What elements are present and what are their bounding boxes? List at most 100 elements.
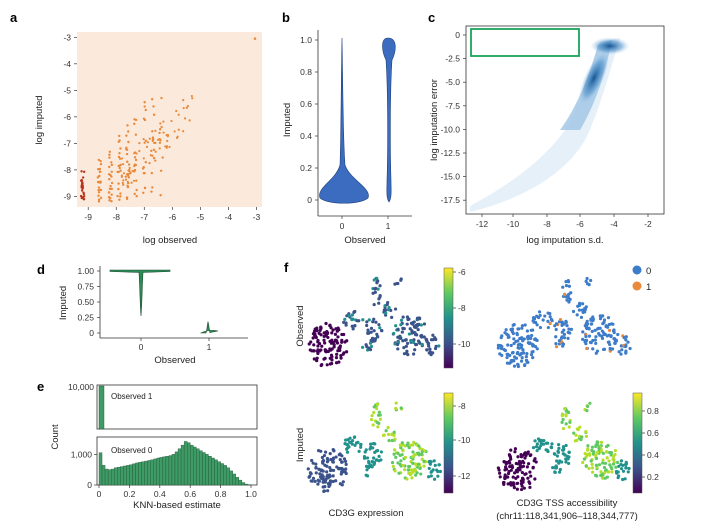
cell-point xyxy=(566,293,570,298)
cell-point xyxy=(437,344,441,348)
cell-point xyxy=(393,282,397,286)
panel-d-ytick: 0 xyxy=(89,328,94,338)
cell-point xyxy=(554,322,559,326)
cell-point xyxy=(413,453,417,457)
cell-point xyxy=(571,309,576,314)
cell-point xyxy=(526,462,531,466)
panel-b-ytick: 0.4 xyxy=(300,131,312,141)
cell-point xyxy=(508,461,512,465)
cell-point xyxy=(416,462,421,466)
cell-point xyxy=(516,364,520,369)
cell-point xyxy=(566,279,570,283)
cell-point xyxy=(425,348,429,352)
legend-dot-0 xyxy=(632,265,642,275)
cell-point xyxy=(554,327,558,332)
panel-b-ytick: 1.0 xyxy=(300,35,312,45)
cell-point xyxy=(340,483,344,487)
cell-point xyxy=(353,323,357,328)
cell-point xyxy=(413,467,417,471)
cell-point xyxy=(372,278,376,282)
scatter-point xyxy=(108,178,111,181)
scatter-point xyxy=(116,170,119,174)
scatter-point xyxy=(142,157,145,160)
cell-point xyxy=(568,331,572,335)
cell-point xyxy=(345,450,350,454)
cell-point xyxy=(313,479,317,483)
cell-point xyxy=(577,303,582,307)
cell-point xyxy=(531,466,535,470)
cell-point xyxy=(437,463,441,467)
panel-c-xtick: -10 xyxy=(507,219,520,229)
cell-point xyxy=(560,335,564,339)
scatter-point xyxy=(152,156,156,160)
scatter-point xyxy=(119,147,122,150)
panel-c-ytick: -7.5 xyxy=(445,101,460,111)
cell-point xyxy=(365,456,370,460)
cell-point xyxy=(325,473,330,477)
cell-point xyxy=(554,335,558,339)
cell-point xyxy=(314,465,318,470)
cell-point xyxy=(523,456,527,460)
cell-point xyxy=(332,449,336,453)
cell-point xyxy=(328,356,332,360)
panel-f-col-accessibility: CD3G TSS accessibility xyxy=(517,498,618,509)
cell-point xyxy=(357,449,361,453)
panel-a-ytick: -7 xyxy=(63,138,71,148)
cell-point xyxy=(553,470,557,474)
cell-point xyxy=(342,332,346,337)
panel-a-xtick: -7 xyxy=(140,212,148,222)
cell-point xyxy=(516,346,520,350)
cell-point xyxy=(405,315,410,319)
cell-point xyxy=(399,323,403,327)
scatter-point xyxy=(142,138,145,141)
cell-point xyxy=(371,291,375,295)
violin-d-observed-1 xyxy=(199,320,219,334)
cell-point xyxy=(406,317,410,322)
cell-point xyxy=(590,466,595,470)
cell-point xyxy=(607,328,612,333)
scatter-point xyxy=(110,170,113,173)
cell-point xyxy=(515,333,519,337)
scatter-point xyxy=(159,194,162,197)
cell-point xyxy=(584,430,588,434)
hist-bar xyxy=(177,448,182,486)
cell-point xyxy=(345,447,349,451)
scatter-point xyxy=(125,152,129,156)
cell-point xyxy=(367,318,371,322)
panel-a-ytick: -5 xyxy=(63,85,71,95)
cell-point xyxy=(396,281,400,286)
panel-f-row-imputed: Imputed xyxy=(295,428,306,462)
cell-point xyxy=(626,470,630,474)
cell-point xyxy=(343,340,347,344)
cell-point xyxy=(624,344,628,348)
cell-point xyxy=(331,340,335,344)
scatter-point xyxy=(159,122,162,125)
cell-point xyxy=(376,335,380,339)
umap-impAcc xyxy=(496,401,631,492)
cell-point xyxy=(555,454,560,458)
cell-point xyxy=(496,346,500,350)
scatter-point xyxy=(162,120,165,123)
cell-point xyxy=(537,310,542,314)
cell-point xyxy=(376,287,380,291)
cell-point xyxy=(519,482,524,486)
cell-point xyxy=(328,451,332,456)
panel-e-xtick: 0.2 xyxy=(123,489,135,499)
colorbar-top-tick: -8 xyxy=(458,303,466,313)
scatter-point xyxy=(133,152,136,155)
cell-point xyxy=(405,341,410,345)
cell-point xyxy=(617,464,621,468)
cell-point xyxy=(614,465,618,469)
scatter-point xyxy=(99,180,102,183)
scatter-point xyxy=(118,198,121,201)
scatter-point xyxy=(121,163,125,166)
cell-point xyxy=(583,452,587,456)
cell-point xyxy=(361,318,365,322)
hist-bar xyxy=(211,457,215,486)
cell-point xyxy=(526,451,530,455)
cell-point xyxy=(599,440,604,444)
cell-point xyxy=(416,327,420,332)
scatter-point xyxy=(122,179,125,182)
cell-point xyxy=(329,353,334,357)
cell-point xyxy=(564,284,569,288)
